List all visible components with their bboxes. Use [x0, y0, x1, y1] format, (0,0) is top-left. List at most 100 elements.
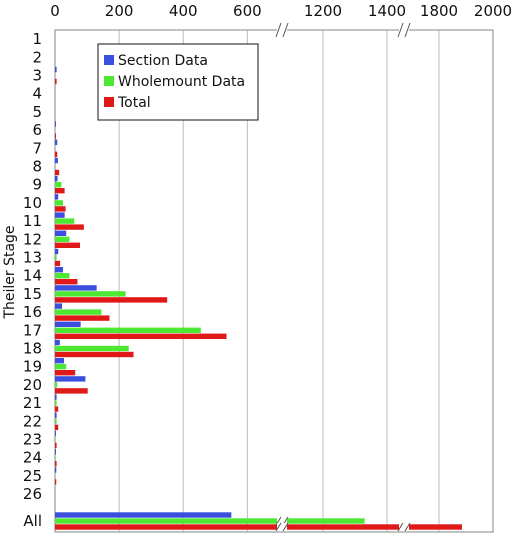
bar	[55, 139, 58, 145]
bar	[55, 176, 58, 182]
y-tick-label: 9	[32, 176, 42, 194]
bar	[55, 236, 70, 242]
y-tick-label: 4	[32, 85, 42, 103]
bar	[55, 182, 62, 188]
bar	[55, 370, 76, 376]
bar	[55, 169, 60, 176]
x-tick-label: 0	[50, 2, 60, 20]
bar	[55, 303, 63, 309]
y-tick-label: 2	[32, 48, 42, 66]
bar	[55, 315, 110, 321]
bar	[55, 449, 56, 455]
y-tick-label: 26	[23, 485, 42, 503]
break-gap	[277, 523, 287, 531]
y-tick-label: 19	[23, 358, 42, 376]
bar	[55, 358, 64, 364]
legend-swatch	[104, 55, 114, 65]
break-gap	[399, 23, 409, 37]
bar	[55, 224, 84, 230]
bar	[55, 297, 168, 303]
x-tick-labels: 0 200 400 600 1200 1400 1800 2000	[50, 2, 512, 20]
bar	[55, 418, 57, 424]
bar	[55, 218, 75, 224]
bar	[55, 212, 65, 218]
bar	[55, 321, 81, 327]
y-tick-label: 14	[23, 267, 42, 285]
y-tick-label: 20	[23, 376, 42, 394]
bar	[55, 133, 56, 139]
bar	[55, 157, 58, 164]
bar	[55, 364, 67, 370]
y-tick-label: 5	[32, 103, 42, 121]
bar	[55, 376, 86, 382]
bar	[55, 248, 59, 255]
x-tick-label: 1200	[304, 2, 342, 20]
bar	[55, 254, 57, 261]
y-tick-label: 17	[23, 321, 42, 339]
bar	[55, 382, 58, 388]
x-tick-label: 1400	[368, 2, 406, 20]
legend-swatch	[104, 97, 114, 107]
bar	[55, 333, 227, 339]
bar	[55, 512, 232, 518]
bar	[55, 339, 60, 346]
bar	[55, 455, 56, 461]
bar	[55, 327, 201, 333]
bar	[55, 151, 58, 157]
legend-entry: Section Data	[118, 53, 208, 69]
y-tick-label: 1	[32, 30, 42, 48]
y-axis-label: Theiler Stage	[2, 225, 18, 319]
y-tick-labels: 1234567891011121314151617181920212223242…	[23, 30, 42, 530]
bar	[55, 230, 67, 236]
break-gap	[399, 523, 409, 531]
y-tick-label: All	[23, 512, 42, 530]
bar	[55, 467, 57, 473]
bar	[55, 461, 57, 467]
x-tick-label: 600	[233, 2, 262, 20]
bar	[55, 309, 102, 315]
bar	[55, 279, 78, 285]
axis-break-marks	[275, 22, 411, 532]
legend-entry: Wholemount Data	[118, 74, 245, 90]
bar	[55, 412, 57, 418]
bars	[55, 66, 462, 530]
bar	[55, 285, 97, 291]
y-tick-label: 16	[23, 303, 42, 321]
break-gap	[277, 23, 287, 37]
bar	[55, 260, 61, 267]
y-tick-label: 8	[32, 158, 42, 176]
bar	[55, 206, 66, 212]
bar	[55, 345, 129, 352]
break-gap	[277, 517, 287, 525]
y-tick-label: 18	[23, 340, 42, 358]
y-tick-label: 25	[23, 467, 42, 485]
y-tick-label: 6	[32, 121, 42, 139]
bar	[55, 479, 57, 485]
legend-entry: Total	[117, 95, 151, 111]
bar	[55, 78, 57, 85]
bar	[55, 406, 59, 412]
y-tick-label: 23	[23, 431, 42, 449]
x-tick-label: 2000	[474, 2, 512, 20]
bar	[55, 200, 64, 206]
legend-swatch	[104, 76, 114, 86]
y-tick-label: 21	[23, 394, 42, 412]
bar	[55, 121, 56, 127]
y-tick-label: 15	[23, 285, 42, 303]
y-tick-label: 3	[32, 67, 42, 85]
bar	[55, 524, 462, 530]
bar	[55, 194, 59, 200]
bar	[55, 267, 64, 273]
bar	[55, 518, 365, 524]
y-tick-label: 11	[23, 212, 42, 230]
legend: Section Data Wholemount Data Total	[97, 43, 259, 121]
bar	[55, 351, 134, 358]
bar	[55, 430, 56, 437]
bar	[55, 388, 88, 394]
bar	[55, 400, 57, 406]
bar	[55, 424, 59, 430]
x-tick-label: 400	[169, 2, 198, 20]
x-tick-label: 1800	[420, 2, 458, 20]
y-tick-label: 13	[23, 249, 42, 267]
